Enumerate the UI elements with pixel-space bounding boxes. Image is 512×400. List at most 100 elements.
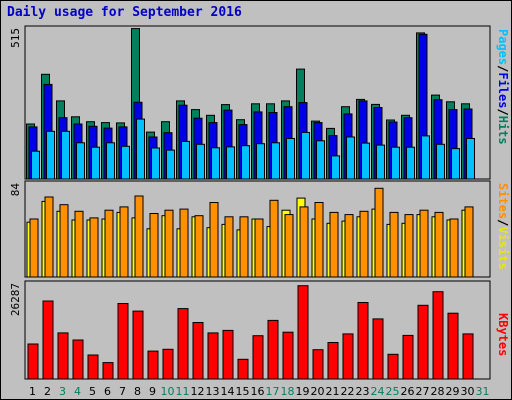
kbytes-bar-11 xyxy=(177,308,189,380)
day-label-5: 5 xyxy=(89,385,96,398)
legend-pages: Pages xyxy=(496,29,510,66)
kbytes-bar-19 xyxy=(297,285,309,380)
day-label-18: 18 xyxy=(281,385,295,398)
pages-bar-19 xyxy=(301,131,310,180)
day-label-30: 30 xyxy=(461,385,475,398)
sites-bar-14 xyxy=(224,216,234,278)
sites-bar-6 xyxy=(104,209,114,278)
kbytes-bar-21 xyxy=(327,342,339,380)
kbytes-bar-6 xyxy=(102,362,114,380)
pages-bar-29 xyxy=(451,148,460,180)
sites-bar-19 xyxy=(299,206,309,278)
pages-bar-11 xyxy=(181,140,190,180)
sites-bar-7 xyxy=(119,206,129,278)
pages-bar-12 xyxy=(196,143,205,180)
pages-bar-15 xyxy=(241,145,250,180)
legend-panel-3: KBytes xyxy=(496,313,510,356)
pages-bar-24 xyxy=(376,144,385,180)
day-label-19: 19 xyxy=(296,385,310,398)
day-label-13: 13 xyxy=(206,385,220,398)
day-label-17: 17 xyxy=(266,385,280,398)
panel-1-ymax-label: 515 xyxy=(9,28,22,48)
pages-bar-13 xyxy=(211,147,220,180)
pages-bar-28 xyxy=(436,143,445,180)
pages-bar-3 xyxy=(61,130,70,180)
kbytes-bar-20 xyxy=(312,349,324,380)
pages-bar-5 xyxy=(91,146,100,180)
kbytes-bar-25 xyxy=(387,353,399,380)
day-label-3: 3 xyxy=(59,385,66,398)
kbytes-bar-30 xyxy=(462,333,474,380)
sites-bar-30 xyxy=(464,206,474,278)
pages-bar-23 xyxy=(361,142,370,180)
day-label-6: 6 xyxy=(104,385,111,398)
kbytes-bar-28 xyxy=(432,291,444,380)
day-label-28: 28 xyxy=(431,385,445,398)
day-label-12: 12 xyxy=(191,385,205,398)
sites-bar-15 xyxy=(239,216,249,278)
kbytes-bar-9 xyxy=(147,350,159,380)
pages-bar-2 xyxy=(46,130,55,180)
sites-bar-20 xyxy=(314,202,324,278)
sites-bar-27 xyxy=(419,209,429,278)
kbytes-bar-2 xyxy=(42,300,54,380)
day-label-26: 26 xyxy=(401,385,415,398)
sites-bar-11 xyxy=(179,208,189,278)
pages-bar-30 xyxy=(466,138,475,180)
kbytes-bar-29 xyxy=(447,312,459,380)
sites-bar-21 xyxy=(329,211,339,278)
kbytes-bar-7 xyxy=(117,303,129,380)
sites-bar-16 xyxy=(254,218,264,278)
pages-bar-21 xyxy=(331,155,340,180)
day-label-11: 11 xyxy=(176,385,190,398)
day-label-24: 24 xyxy=(371,385,385,398)
sites-bar-23 xyxy=(359,210,369,278)
sites-bar-10 xyxy=(164,209,174,278)
kbytes-bar-5 xyxy=(87,354,99,380)
kbytes-bar-14 xyxy=(222,329,234,380)
pages-bar-6 xyxy=(106,142,115,180)
pages-bar-25 xyxy=(391,146,400,180)
day-label-21: 21 xyxy=(326,385,340,398)
legend-panel-2: Sites/Visits xyxy=(496,183,510,270)
kbytes-bar-22 xyxy=(342,333,354,380)
sites-bar-12 xyxy=(194,215,204,278)
sites-bar-17 xyxy=(269,199,279,278)
kbytes-bar-10 xyxy=(162,348,174,380)
day-label-7: 7 xyxy=(119,385,126,398)
sites-bar-9 xyxy=(149,213,159,278)
pages-bar-17 xyxy=(271,142,280,180)
kbytes-bar-18 xyxy=(282,331,294,380)
legend-files: Files xyxy=(496,72,510,109)
day-label-20: 20 xyxy=(311,385,325,398)
sites-bar-2 xyxy=(44,196,54,278)
day-label-10: 10 xyxy=(161,385,175,398)
sites-bar-4 xyxy=(74,210,84,278)
pages-bar-22 xyxy=(346,136,355,180)
pages-bar-1 xyxy=(31,150,40,180)
sites-bar-24 xyxy=(374,187,384,278)
pages-bar-14 xyxy=(226,146,235,180)
day-label-4: 4 xyxy=(74,385,81,398)
day-label-14: 14 xyxy=(221,385,235,398)
kbytes-bar-16 xyxy=(252,335,264,380)
kbytes-bar-8 xyxy=(132,310,144,380)
pages-bar-16 xyxy=(256,143,265,180)
kbytes-bar-12 xyxy=(192,322,204,380)
pages-bar-27 xyxy=(421,135,430,180)
chart-title: Daily usage for September 2016 xyxy=(7,5,242,20)
day-label-25: 25 xyxy=(386,385,400,398)
pages-bar-26 xyxy=(406,146,415,180)
kbytes-bar-3 xyxy=(57,332,69,380)
sites-bar-22 xyxy=(344,214,354,278)
pages-bar-4 xyxy=(76,142,85,180)
day-label-16: 16 xyxy=(251,385,265,398)
sites-bar-25 xyxy=(389,211,399,278)
sites-bar-26 xyxy=(404,214,414,278)
kbytes-bar-26 xyxy=(402,334,414,380)
pages-bar-7 xyxy=(121,145,130,180)
legend-kbytes: KBytes xyxy=(496,313,510,357)
kbytes-bar-13 xyxy=(207,332,219,380)
